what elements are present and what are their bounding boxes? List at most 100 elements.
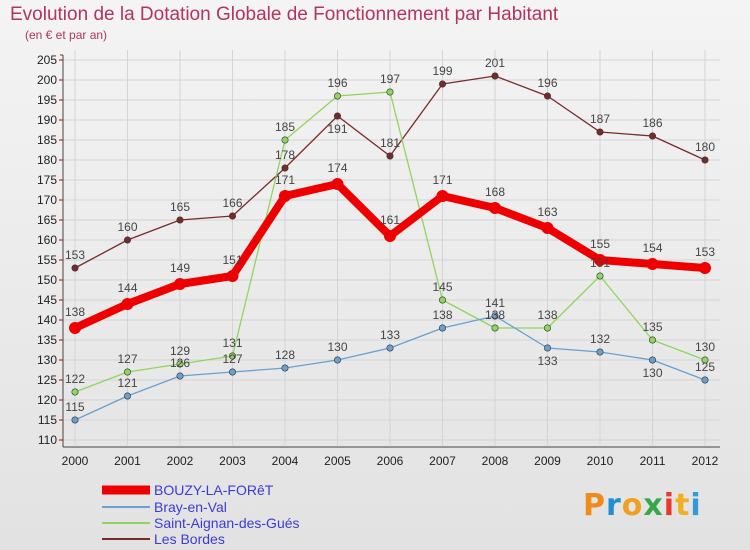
x-tick-label: 2012 xyxy=(692,454,719,468)
data-point-les-bordes xyxy=(386,152,394,160)
data-label-bouzy: 168 xyxy=(485,185,505,199)
data-label-les-bordes: 180 xyxy=(695,140,715,154)
data-label-saint-aignan: 197 xyxy=(380,72,400,86)
y-tick-label: 165 xyxy=(37,213,57,227)
data-label-bray: 133 xyxy=(380,328,400,342)
y-tick-label: 140 xyxy=(37,313,57,327)
data-point-bouzy xyxy=(226,270,239,282)
x-tick-label: 2007 xyxy=(429,454,456,468)
data-label-saint-aignan: 151 xyxy=(590,256,610,270)
axes xyxy=(59,54,720,448)
data-label-saint-aignan: 127 xyxy=(117,352,137,366)
y-tick-label: 195 xyxy=(37,93,57,107)
y-axis-ticks: 110 115 120 125 130 135 140 145 150 155 160 165 170 1… xyxy=(37,53,57,447)
data-point-bray xyxy=(648,356,656,364)
data-point-saint-aignan xyxy=(701,356,709,364)
x-tick-label: 2004 xyxy=(272,454,299,468)
data-point-bray xyxy=(176,372,184,380)
data-point-saint-aignan xyxy=(491,324,499,332)
logo-letter: P xyxy=(583,488,606,523)
data-label-bouzy: 138 xyxy=(65,305,85,319)
chart-title: Evolution de la Dotation Globale de Fonc… xyxy=(10,4,559,25)
data-label-les-bordes: 181 xyxy=(380,136,400,150)
data-label-bray: 133 xyxy=(537,354,557,368)
legend-label-bray: Bray-en-Val xyxy=(154,499,227,515)
logo-letter: o xyxy=(621,488,644,523)
x-tick-label: 2003 xyxy=(219,454,246,468)
y-tick-label: 150 xyxy=(37,273,57,287)
data-label-saint-aignan: 131 xyxy=(222,336,242,350)
logo-letter: i xyxy=(690,488,702,523)
grid-lines xyxy=(63,50,720,445)
data-point-les-bordes xyxy=(596,128,604,136)
x-tick-label: 2002 xyxy=(167,454,194,468)
data-label-bray: 130 xyxy=(642,366,662,380)
data-point-bouzy xyxy=(384,230,396,242)
logo-letter: t xyxy=(675,488,691,523)
y-tick-label: 145 xyxy=(37,293,57,307)
data-point-bouzy xyxy=(541,222,554,234)
data-label-bray: 121 xyxy=(117,376,137,390)
data-point-bray xyxy=(229,368,237,376)
y-tick-label: 115 xyxy=(38,413,57,427)
data-labels: 138 144 149 151 171 174 161 171 168 163 155 154 153 1… xyxy=(65,56,715,414)
y-tick-label: 110 xyxy=(38,433,57,447)
x-tick-label: 2001 xyxy=(114,454,141,468)
data-label-bray: 138 xyxy=(432,308,452,322)
x-axis-ticks: 2000 2001 2002 2003 2004 2005 2006 2007 2008 2009… xyxy=(62,454,719,468)
data-label-saint-aignan: 130 xyxy=(695,340,715,354)
data-point-saint-aignan xyxy=(333,92,341,100)
data-label-bray: 130 xyxy=(327,340,347,354)
data-label-bouzy: 161 xyxy=(380,213,400,227)
data-point-bray xyxy=(386,344,394,352)
data-point-bray xyxy=(281,364,289,372)
data-point-bray xyxy=(596,348,604,356)
data-label-les-bordes: 153 xyxy=(65,248,85,262)
data-point-les-bordes xyxy=(543,92,551,100)
data-label-bouzy: 154 xyxy=(642,241,662,255)
data-label-bouzy: 163 xyxy=(537,205,557,219)
data-point-bouzy xyxy=(699,262,711,274)
y-tick-label: 135 xyxy=(37,333,57,347)
data-point-bray xyxy=(333,356,341,364)
data-point-les-bordes xyxy=(229,212,237,220)
data-label-bray: 125 xyxy=(695,360,715,374)
data-label-les-bordes: 166 xyxy=(222,196,242,210)
data-label-les-bordes: 160 xyxy=(117,220,137,234)
data-label-bray: 141 xyxy=(485,296,505,310)
data-label-saint-aignan: 138 xyxy=(537,308,557,322)
data-label-bouzy: 171 xyxy=(432,173,452,187)
data-label-bouzy: 171 xyxy=(275,173,295,187)
data-label-les-bordes: 196 xyxy=(537,76,557,90)
logo-letter: i xyxy=(663,488,676,523)
data-point-bray xyxy=(543,344,551,352)
x-tick-label: 2008 xyxy=(482,454,509,468)
data-label-bouzy: 155 xyxy=(590,237,610,251)
proxiti-logo: Proxiti xyxy=(583,488,702,523)
data-point-bray xyxy=(71,416,79,424)
y-tick-label: 190 xyxy=(37,113,57,127)
data-label-bouzy: 153 xyxy=(695,245,715,259)
data-point-saint-aignan xyxy=(124,368,132,376)
data-label-bouzy: 144 xyxy=(117,281,137,295)
data-point-bouzy xyxy=(489,202,501,214)
data-label-bouzy: 174 xyxy=(327,161,347,175)
data-point-bouzy xyxy=(174,278,186,290)
y-tick-label: 120 xyxy=(37,393,57,407)
data-point-bouzy xyxy=(279,190,291,202)
data-point-les-bordes xyxy=(124,236,132,244)
x-tick-label: 2011 xyxy=(640,454,666,468)
data-point-les-bordes xyxy=(176,216,184,224)
data-point-saint-aignan xyxy=(176,360,184,368)
y-tick-label: 180 xyxy=(37,153,57,167)
data-label-les-bordes: 165 xyxy=(170,200,190,214)
data-point-bray xyxy=(438,324,446,332)
legend-label-saint-aignan: Saint-Aignan-des-Gués xyxy=(154,515,300,531)
data-label-saint-aignan: 122 xyxy=(65,372,85,386)
logo-letter: x xyxy=(643,488,664,523)
data-point-bray xyxy=(491,312,499,320)
y-tick-label: 155 xyxy=(37,253,57,267)
y-tick-label: 200 xyxy=(37,73,57,87)
data-point-bray xyxy=(124,392,132,400)
